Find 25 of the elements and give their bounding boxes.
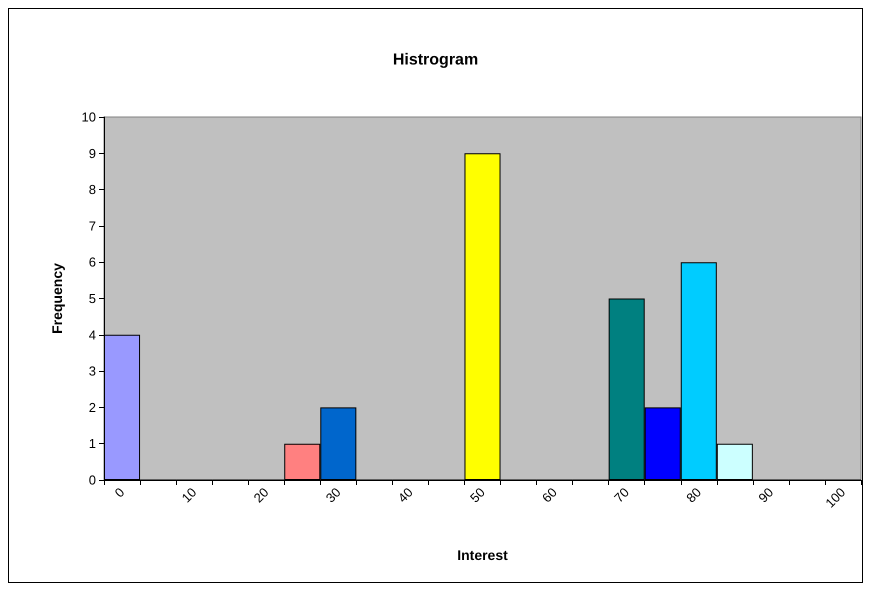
y-tick-label: 1 [88, 436, 96, 452]
y-tick-label: 6 [88, 254, 96, 270]
x-tick-label: 20 [250, 484, 272, 506]
y-tick-label: 9 [88, 146, 96, 161]
x-tick-label: 50 [466, 484, 488, 506]
x-tick-label: 60 [539, 484, 560, 506]
x-axis-title: Interest [457, 547, 508, 563]
x-tick-label: 10 [178, 484, 200, 506]
y-tick-label: 10 [82, 110, 96, 124]
y-tick-label: 4 [88, 327, 96, 342]
y-tick-label: 5 [88, 291, 96, 306]
x-tick-label: 100 [822, 484, 848, 511]
x-tick-label: 40 [394, 484, 416, 506]
y-tick-label: 8 [88, 182, 96, 198]
y-tick-label: 3 [88, 364, 96, 379]
x-tick-label: 0 [112, 484, 128, 500]
y-tick-label: 7 [88, 218, 96, 234]
x-tick-label: 90 [755, 484, 776, 506]
x-tick-label: 80 [683, 484, 704, 506]
y-tick-label: 2 [88, 400, 96, 415]
chart-title: Histrogram [392, 52, 478, 68]
x-tick-label: 30 [322, 484, 344, 506]
x-tick-label: 70 [611, 484, 632, 506]
y-axis-title: Frequency [49, 262, 65, 334]
y-tick-label: 0 [88, 472, 96, 488]
